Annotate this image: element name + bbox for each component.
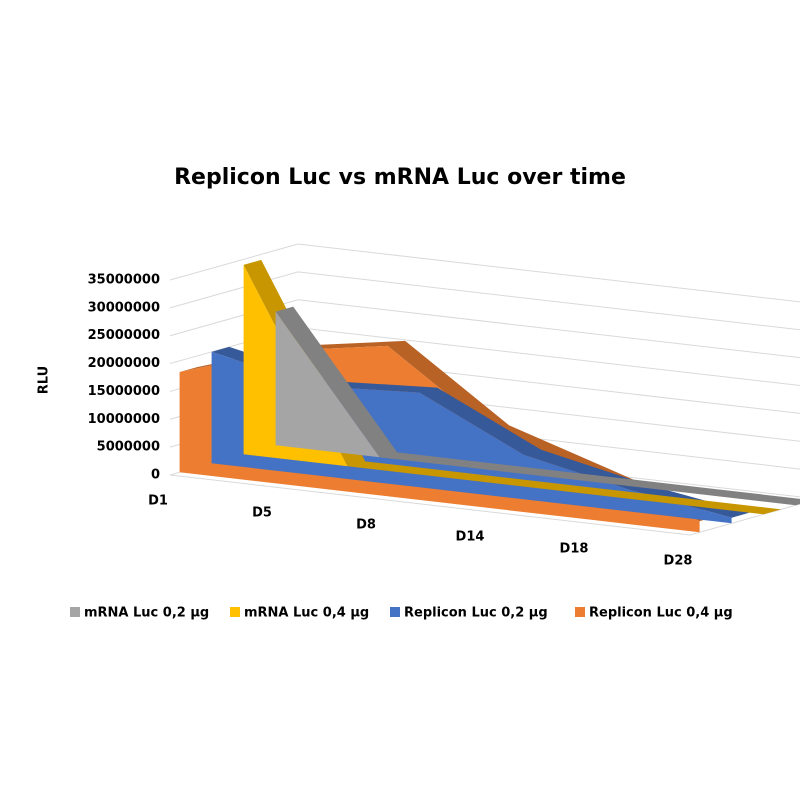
x-tick-label: D14 [456, 530, 485, 545]
legend-swatch [230, 607, 240, 617]
grid-line [169, 271, 800, 331]
y-tick-label: 0 [151, 468, 160, 483]
area-edge [211, 346, 750, 518]
x-tick-label: D18 [560, 542, 589, 557]
y-tick-label: 20000000 [88, 356, 160, 371]
legend-label: Replicon Luc 0,4 µg [589, 606, 733, 621]
grid-line [169, 299, 800, 359]
legend-label: mRNA Luc 0,2 µg [84, 606, 209, 621]
y-tick-label: 10000000 [88, 412, 160, 427]
x-tick-label: D1 [148, 494, 168, 509]
x-tick-label: D28 [664, 554, 693, 569]
y-tick-label: 25000000 [88, 328, 160, 343]
y-tick-label: 30000000 [88, 300, 160, 315]
legend-label: Replicon Luc 0,2 µg [404, 606, 548, 621]
legend-label: mRNA Luc 0,4 µg [244, 606, 369, 621]
y-tick-label: 5000000 [97, 440, 160, 455]
legend-swatch [390, 607, 400, 617]
y-axis-label: RLU [37, 366, 52, 394]
chart-title: Replicon Luc vs mRNA Luc over time [174, 165, 626, 190]
legend-swatch [70, 607, 80, 617]
grid-line [169, 243, 800, 303]
y-tick-label: 15000000 [88, 384, 160, 399]
legend-swatch [575, 607, 585, 617]
x-tick-label: D8 [356, 518, 376, 533]
x-tick-label: D5 [252, 506, 272, 521]
area-edge [275, 306, 800, 506]
y-tick-label: 35000000 [88, 273, 160, 288]
